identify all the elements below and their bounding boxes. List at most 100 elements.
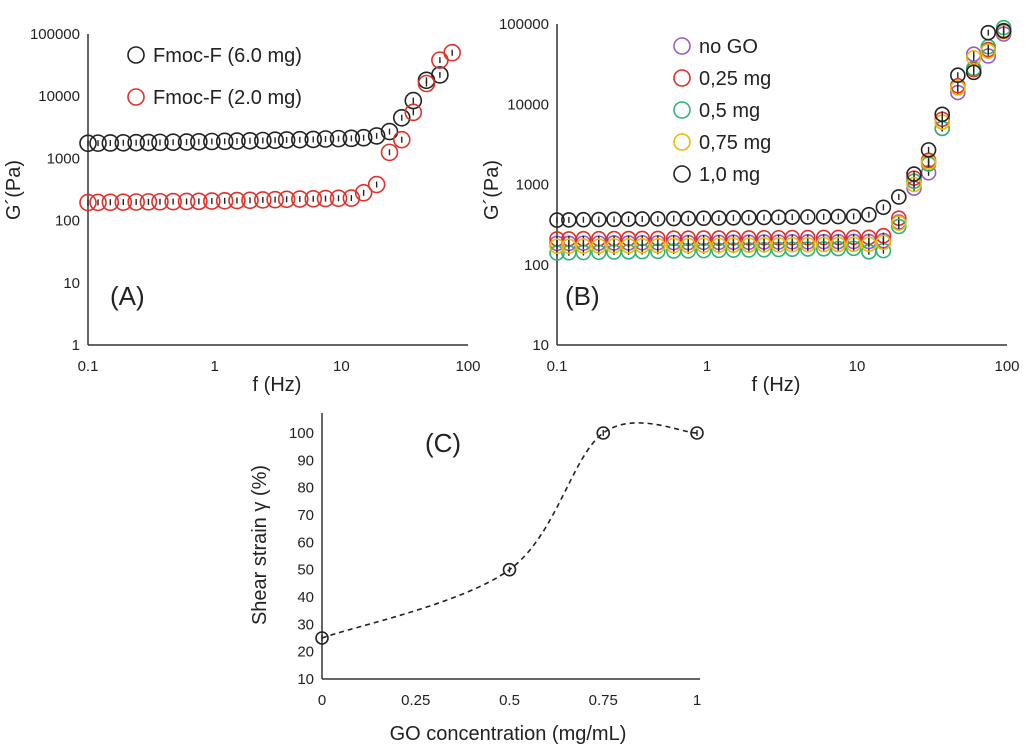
panel-b-label: (B) [565, 281, 600, 311]
data-point [725, 210, 742, 226]
data-point [304, 130, 323, 149]
x-tick-label: 0 [318, 692, 326, 709]
data-point [575, 211, 592, 228]
data-point [380, 143, 399, 162]
y-tick-label: 10000 [507, 96, 549, 113]
data-point [980, 43, 997, 59]
y-tick-label: 20 [297, 644, 314, 661]
x-tick-label: 0.5 [499, 692, 520, 709]
legend-label: 0,25 mg [699, 68, 771, 90]
data-point [101, 193, 120, 212]
x-tick-label: 1 [693, 692, 701, 709]
y-tick-label: 100000 [30, 26, 80, 43]
data-point [634, 237, 651, 254]
legend-marker [127, 46, 145, 64]
data-point [277, 131, 296, 149]
data-point [784, 236, 801, 253]
data-point [190, 192, 208, 211]
y-tick-label: 90 [297, 452, 314, 469]
panel-c: 0 0.25 0.5 0.75 1 10 20 30 40 50 60 70 80 90 100 (C) G… [249, 413, 704, 745]
y-tick-label: 100 [55, 213, 80, 230]
y-tick-label: 30 [297, 616, 314, 633]
legend-label: no GO [699, 36, 758, 58]
data-point [680, 237, 697, 254]
data-point [79, 193, 97, 212]
data-point [575, 238, 592, 254]
legend-label: Fmoc-F (6.0 mg) [153, 45, 302, 67]
legend-marker [673, 101, 691, 119]
data-point [380, 122, 399, 141]
data-point [101, 134, 120, 152]
legend-label: 0,75 mg [699, 132, 771, 154]
data-point [950, 67, 966, 84]
data-point [215, 132, 234, 151]
data-point [906, 166, 922, 182]
data-point [392, 130, 411, 149]
data-point [891, 215, 907, 231]
data-point [215, 192, 234, 210]
data-point [127, 193, 145, 211]
data-point [995, 23, 1012, 39]
x-tick-label: 100 [994, 358, 1019, 375]
x-tick-label: 10 [333, 358, 350, 375]
data-point [502, 562, 517, 577]
data-point [266, 131, 284, 150]
data-point [290, 190, 309, 208]
panel-a: 0.1 1 10 100 1 10 100 1000 10000 100000 Fmoc-F (6… [3, 26, 481, 396]
data-point [695, 210, 712, 227]
panel-b-x-label: f (Hz) [752, 374, 801, 396]
legend-marker [673, 165, 691, 183]
y-tick-label: 70 [297, 507, 314, 524]
data-point [329, 129, 348, 148]
data-point [315, 631, 329, 645]
data-point [861, 206, 877, 223]
data-point [549, 212, 565, 228]
data-point [114, 193, 133, 211]
panel-c-x-label: GO concentration (mg/mL) [390, 723, 627, 745]
legend-label: 1,0 mg [699, 164, 760, 186]
panel-b-y-label: G´(Pa) [481, 160, 503, 220]
data-point [329, 189, 348, 208]
legend-marker [127, 88, 145, 106]
data-point [800, 236, 816, 253]
panel-a-y-label: G´(Pa) [3, 160, 25, 220]
data-point [920, 154, 937, 170]
data-point [634, 211, 651, 227]
y-tick-label: 80 [297, 480, 314, 497]
legend-marker [673, 133, 691, 151]
data-point [741, 209, 757, 226]
data-point [845, 208, 862, 225]
legend-label: 0,5 mg [699, 100, 760, 122]
data-point [139, 133, 158, 152]
y-tick-label: 10000 [38, 88, 80, 105]
data-point [342, 129, 361, 148]
data-point [190, 132, 208, 151]
data-point [228, 191, 246, 210]
x-tick-label: 1 [210, 358, 218, 375]
x-tick-label: 1 [703, 358, 711, 375]
data-point [127, 133, 145, 152]
data-point [151, 133, 169, 152]
data-point [304, 190, 323, 208]
data-point [177, 192, 196, 211]
data-point [591, 211, 607, 228]
panel-c-y-label: Shear strain γ (%) [249, 465, 271, 625]
data-point [680, 210, 697, 227]
data-point [164, 133, 182, 152]
data-point [277, 190, 296, 209]
y-tick-label: 100 [524, 257, 549, 274]
y-tick-label: 1 [72, 337, 80, 354]
x-tick-label: 0.1 [547, 358, 568, 375]
panel-a-x-label: f (Hz) [253, 374, 302, 396]
data-point [228, 132, 246, 150]
data-point [965, 60, 982, 77]
legend-marker [673, 69, 691, 87]
data-point [354, 128, 373, 147]
x-tick-label: 0.75 [589, 692, 618, 709]
data-point [177, 133, 196, 151]
data-point [367, 175, 386, 194]
data-point [920, 142, 937, 158]
data-point [367, 127, 386, 145]
data-point [875, 234, 892, 251]
y-tick-label: 1000 [47, 150, 80, 167]
